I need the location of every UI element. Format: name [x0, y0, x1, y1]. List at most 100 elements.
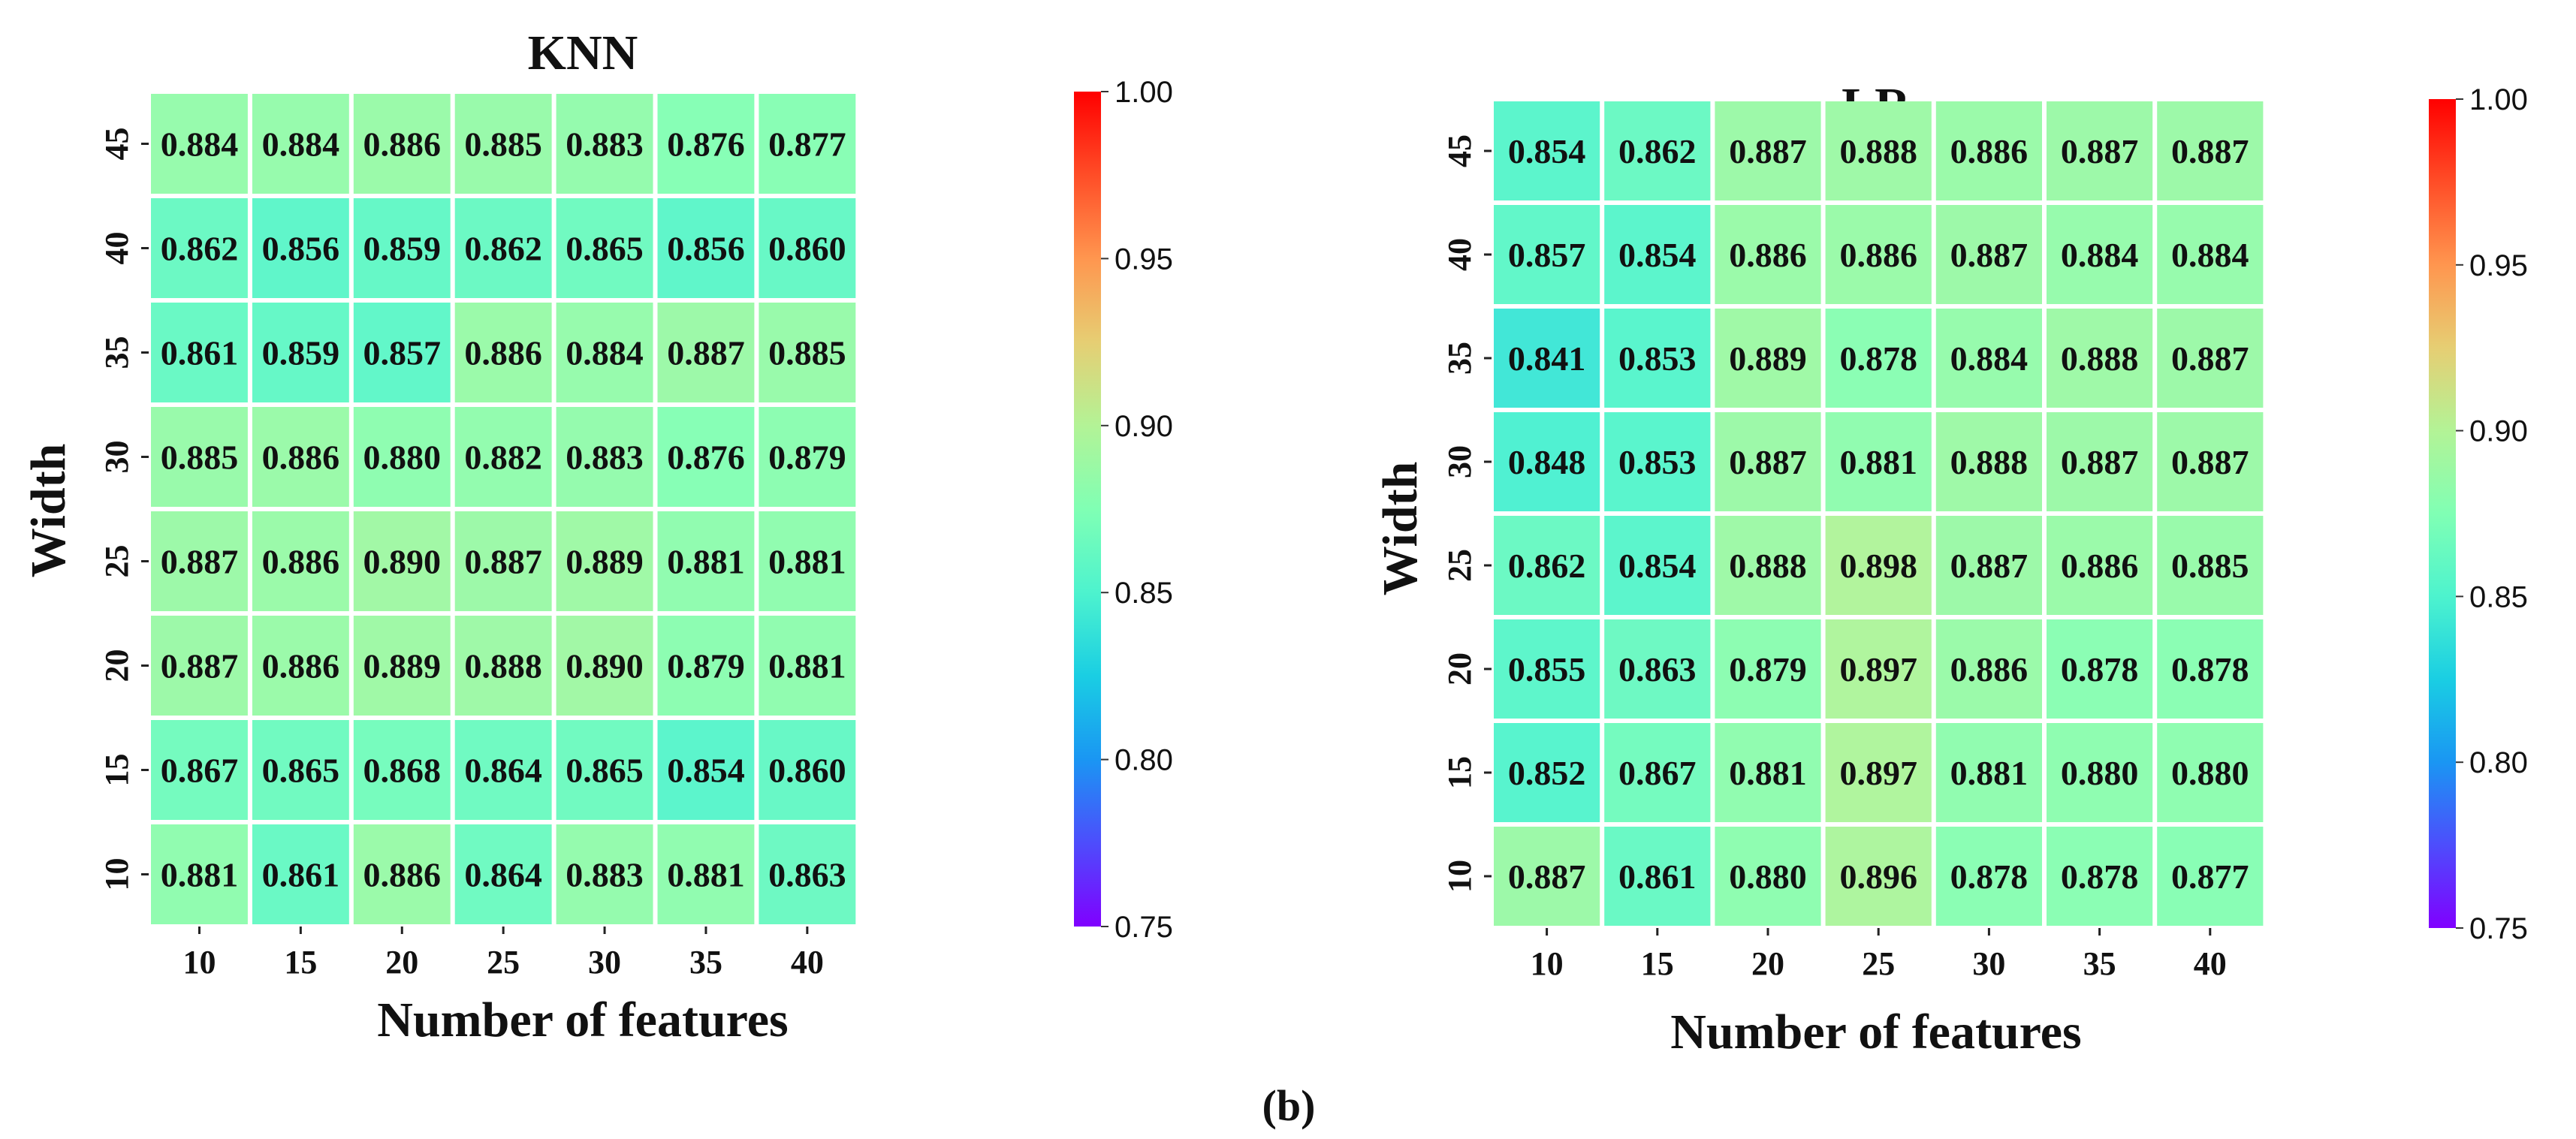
cell-value-label: 0.897	[1839, 650, 1917, 689]
y-tick-label: 45	[98, 128, 135, 161]
cell-value-label: 0.886	[1950, 650, 2029, 689]
y-tick-labels: 45 40 35 30 25 20 15 10	[1441, 134, 1492, 893]
cell-value-label: 0.883	[566, 856, 644, 894]
cell-value-label: 0.886	[1950, 132, 2029, 170]
cell-value-label: 0.879	[667, 647, 745, 686]
heatmap-cell	[1715, 723, 1821, 822]
cell-value-label: 0.865	[566, 752, 644, 790]
heatmap-cell	[1715, 309, 1821, 408]
y-tick-label: 20	[98, 649, 135, 682]
cell-value-label: 0.862	[1508, 547, 1586, 585]
x-axis-label: Number of features	[377, 993, 788, 1047]
cell-value-label: 0.888	[464, 647, 542, 686]
cell-value-label: 0.865	[262, 752, 340, 790]
cell-value-label: 0.888	[1729, 547, 1807, 585]
x-tick-label: 10	[182, 944, 216, 981]
cell-value-label: 0.885	[2171, 547, 2249, 585]
heatmap-cell	[252, 407, 349, 507]
cell-value-label: 0.886	[1729, 236, 1807, 274]
heatmap-cell	[2157, 101, 2264, 200]
heatmap-cell	[1494, 827, 1600, 926]
cell-value-label: 0.878	[2171, 650, 2249, 689]
cell-value-label: 0.880	[363, 438, 442, 477]
heatmap-cell	[353, 511, 451, 611]
heatmap-cell	[1825, 723, 1932, 822]
x-tick-labels: 10 15 20 25 30 35 40	[1531, 928, 2227, 982]
heatmap-cell	[454, 511, 552, 611]
heatmap-cell	[1935, 101, 2042, 200]
x-tick-label: 35	[689, 944, 722, 981]
heatmap-cell	[657, 824, 755, 924]
cell-value-label: 0.881	[161, 856, 239, 894]
cell-value-label: 0.859	[363, 230, 442, 268]
colorbar: 1.00 0.95 0.90 0.85 0.80 0.75	[1074, 76, 1173, 944]
cell-value-label: 0.886	[2061, 547, 2139, 585]
cell-value-label: 0.856	[667, 230, 745, 268]
cell-value-label: 0.861	[161, 334, 239, 372]
cell-value-label: 0.879	[768, 438, 846, 477]
cell-value-label: 0.887	[1729, 443, 1807, 481]
cell-value-label: 0.887	[1729, 132, 1807, 170]
cell-value-label: 0.897	[1839, 754, 1917, 792]
cell-value-label: 0.863	[768, 856, 846, 894]
heatmap-cell	[151, 303, 248, 402]
heatmap-cell	[1825, 101, 1932, 200]
x-tick-label: 10	[1531, 945, 1564, 982]
heatmap-cell	[2157, 309, 2264, 408]
colorbar-tick-label: 0.90	[1115, 410, 1173, 443]
cell-value-label: 0.854	[1508, 132, 1586, 170]
cell-value-label: 0.841	[1508, 339, 1586, 378]
colorbar-ticks: 1.00 0.95 0.90 0.85 0.80 0.75	[1101, 76, 1173, 944]
cell-value-label: 0.862	[161, 230, 239, 268]
heatmap-cell	[454, 94, 552, 194]
heatmap-cell	[1494, 516, 1600, 615]
cell-value-label: 0.860	[768, 752, 846, 790]
cell-value-label: 0.889	[1729, 339, 1807, 378]
heatmap-cell	[353, 616, 451, 716]
cell-value-label: 0.886	[1839, 236, 1917, 274]
heatmap-cell	[1494, 412, 1600, 511]
cell-value-label: 0.887	[464, 543, 542, 581]
heatmap-cell	[1935, 309, 2042, 408]
cell-value-label: 0.885	[161, 438, 239, 477]
colorbar-tick-label: 0.85	[1115, 577, 1173, 610]
heatmap-cell	[1935, 723, 2042, 822]
cell-value-label: 0.878	[1950, 857, 2029, 896]
cell-value-label: 0.877	[2171, 857, 2249, 896]
cell-value-label: 0.884	[566, 334, 644, 372]
x-tick-label: 20	[1751, 945, 1784, 982]
x-tick-labels: 10 15 20 25 30 35 40	[182, 927, 824, 981]
y-tick-label: 25	[98, 545, 135, 578]
heatmap-cell	[1715, 619, 1821, 719]
heatmap-cell	[454, 616, 552, 716]
cell-value-label: 0.887	[2061, 132, 2139, 170]
x-tick-label: 15	[1641, 945, 1674, 982]
heatmap-cell	[454, 407, 552, 507]
cell-value-label: 0.864	[464, 752, 542, 790]
heatmap-cell	[2047, 827, 2153, 926]
cell-value-label: 0.876	[667, 125, 745, 164]
cell-value-label: 0.887	[1950, 547, 2029, 585]
y-tick-label: 40	[98, 232, 135, 265]
chart-title: KNN	[528, 26, 638, 80]
heatmap-cells: 0.884 0.884 0.886 0.885 0.883 0.876 0.877 0.862…	[151, 94, 856, 924]
heatmap-cell	[353, 824, 451, 924]
cell-value-label: 0.881	[1839, 443, 1917, 481]
heatmap-cell	[1604, 205, 1711, 304]
y-tick-labels: 45 40 35 30 25 20 15 10	[98, 128, 149, 891]
heatmap-cell	[252, 720, 349, 820]
heatmap-cell	[252, 511, 349, 611]
heatmap-cell	[252, 94, 349, 194]
cell-value-label: 0.881	[1950, 754, 2029, 792]
heatmap-cell	[657, 720, 755, 820]
cell-value-label: 0.878	[1839, 339, 1917, 378]
colorbar-ticks: 1.00 0.95 0.90 0.85 0.80 0.75	[2456, 83, 2528, 945]
heatmap-cell	[2047, 309, 2153, 408]
heatmap-cell	[1935, 516, 2042, 615]
heatmap-cell	[1494, 309, 1600, 408]
cell-value-label: 0.887	[2171, 132, 2249, 170]
cell-value-label: 0.887	[2061, 443, 2139, 481]
figure-caption: (b)	[1262, 1081, 1316, 1130]
heatmap-cell	[2047, 412, 2153, 511]
y-tick-label: 10	[1441, 860, 1478, 893]
